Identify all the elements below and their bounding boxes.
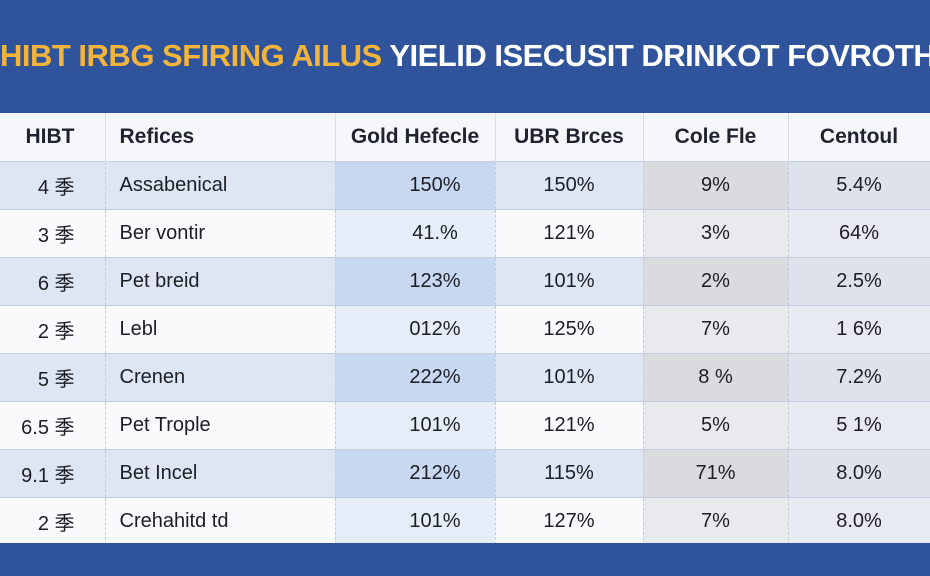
table-cell: 5% <box>643 401 789 450</box>
table-cell: Assabenical <box>105 161 336 210</box>
table-cell: 222% <box>335 353 496 402</box>
title-part-a: HIBT IRBG SFIRING AILUS <box>0 38 382 73</box>
table-cell: 8.0% <box>788 449 930 498</box>
table-cell: 7% <box>643 497 789 543</box>
table-cell: 9.1 季 <box>0 449 106 498</box>
table-cell: 101% <box>495 257 644 306</box>
table-cell: 5 1% <box>788 401 930 450</box>
table-cell: 150% <box>335 161 496 210</box>
table-cell: 41.% <box>335 209 496 258</box>
table-cell: 212% <box>335 449 496 498</box>
table-cell: 6 季 <box>0 257 106 306</box>
table-cell: 64% <box>788 209 930 258</box>
table-cell: 101% <box>495 353 644 402</box>
table-cell: Ber vontir <box>105 209 336 258</box>
column-header: Centoul <box>788 113 930 162</box>
table-cell: 2 季 <box>0 497 106 543</box>
table-row: 9.1 季 Bet Incel 212% 115% 71% 8.0% <box>0 449 930 498</box>
table-cell: 1 6% <box>788 305 930 354</box>
column-header: Refices <box>105 113 336 162</box>
table-row: 6.5 季 Pet Trople 101% 121% 5% 5 1% <box>0 401 930 450</box>
table-cell: 101% <box>335 401 496 450</box>
table-cell: 9% <box>643 161 789 210</box>
table-cell: 8.0% <box>788 497 930 543</box>
table-cell: 3 季 <box>0 209 106 258</box>
table-row: 3 季 Ber vontir 41.% 121% 3% 64% <box>0 209 930 258</box>
table-cell: 5 季 <box>0 353 106 402</box>
column-header: Gold Hefecle <box>335 113 496 162</box>
table-cell: 123% <box>335 257 496 306</box>
data-table-panel: HIBT Refices Gold Hefecle UBR Brces Cole… <box>0 113 930 543</box>
table-cell: 125% <box>495 305 644 354</box>
table-cell: 7.2% <box>788 353 930 402</box>
table-cell: Crenen <box>105 353 336 402</box>
title-part-b: YIELID ISECUSIT DRINKOT FOVROTHS <box>389 38 930 73</box>
table-cell: 71% <box>643 449 789 498</box>
table-cell: 150% <box>495 161 644 210</box>
table-cell: 8 % <box>643 353 789 402</box>
table-cell: 2 季 <box>0 305 106 354</box>
table-cell: 5.4% <box>788 161 930 210</box>
table-body: 4 季 Assabenical 150% 150% 9% 5.4% 3 季 Ber vonti… <box>0 161 930 543</box>
table-row: 6 季 Pet breid 123% 101% 2% 2.5% <box>0 257 930 306</box>
table-cell: 012% <box>335 305 496 354</box>
table-cell: 2% <box>643 257 789 306</box>
column-header: HIBT <box>0 113 106 162</box>
table-row: 5 季 Crenen 222% 101% 8 % 7.2% <box>0 353 930 402</box>
table-row: 4 季 Assabenical 150% 150% 9% 5.4% <box>0 161 930 210</box>
table-cell: Bet Incel <box>105 449 336 498</box>
table-cell: Lebl <box>105 305 336 354</box>
table-cell: 3% <box>643 209 789 258</box>
table-cell: 121% <box>495 209 644 258</box>
page-title: HIBT IRBG SFIRING AILUS YIELID ISECUSIT … <box>0 38 930 74</box>
table-cell: Pet Trople <box>105 401 336 450</box>
data-table: HIBT Refices Gold Hefecle UBR Brces Cole… <box>0 113 930 543</box>
table-cell: 7% <box>643 305 789 354</box>
column-header: Cole Fle <box>643 113 789 162</box>
table-cell: Pet breid <box>105 257 336 306</box>
table-cell: 121% <box>495 401 644 450</box>
table-row: 2 季 Crehahitd td 101% 127% 7% 8.0% <box>0 497 930 543</box>
table-header-row: HIBT Refices Gold Hefecle UBR Brces Cole… <box>0 113 930 162</box>
table-cell: 6.5 季 <box>0 401 106 450</box>
table-cell: 4 季 <box>0 161 106 210</box>
table-row: 2 季 Lebl 012% 125% 7% 1 6% <box>0 305 930 354</box>
table-cell: Crehahitd td <box>105 497 336 543</box>
table-cell: 127% <box>495 497 644 543</box>
table-cell: 2.5% <box>788 257 930 306</box>
column-header: UBR Brces <box>495 113 644 162</box>
table-cell: 101% <box>335 497 496 543</box>
table-cell: 115% <box>495 449 644 498</box>
